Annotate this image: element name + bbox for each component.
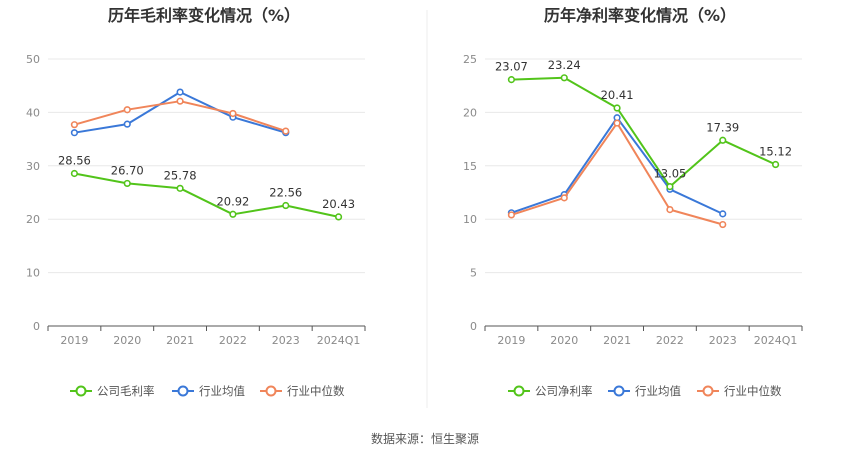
- data-label: 20.41: [601, 88, 634, 102]
- company-point: [719, 136, 727, 144]
- legend-label: 行业中位数: [287, 384, 345, 398]
- legend-label: 公司毛利率: [97, 384, 155, 398]
- x-tick-label: 2019: [60, 334, 88, 347]
- industry-median-point: [229, 109, 237, 118]
- y-tick-label: 10: [463, 213, 477, 226]
- industry-average-point: [123, 120, 131, 128]
- y-tick-label: 10: [26, 267, 40, 280]
- industry-median-point: [666, 205, 674, 214]
- company-point: [123, 179, 131, 188]
- chart-title: 历年毛利率变化情况（%）: [108, 6, 300, 25]
- legend-label: 行业中位数: [724, 384, 782, 398]
- company-point: [613, 104, 621, 112]
- industry-median-point: [560, 194, 568, 202]
- data-label: 25.78: [164, 168, 197, 182]
- company-point: [507, 76, 516, 84]
- legend-marker-icon: [613, 385, 625, 397]
- x-tick-label: 2021: [603, 334, 631, 347]
- x-tick-label: 2022: [219, 334, 247, 347]
- industry-average-legend: 行业均值: [172, 384, 245, 398]
- company-point: [70, 169, 79, 178]
- company-series-line: [511, 76, 777, 188]
- industry-median-point: [176, 97, 184, 105]
- industry-average-point: [70, 129, 79, 137]
- company-legend: 公司毛利率: [70, 384, 155, 398]
- net-margin-chart: 历年净利率变化情况（%） 0 5 10 15 20 25 2019 2020 2021 2022 20…: [463, 6, 803, 398]
- data-label: 26.70: [111, 163, 144, 177]
- company-point: [334, 213, 343, 221]
- chart-title: 历年净利率变化情况（%）: [544, 6, 736, 25]
- x-tick-label: 2019: [497, 334, 525, 347]
- industry-median-point: [123, 106, 131, 114]
- gross-margin-chart: 历年毛利率变化情况（%） 0 10 20 30 40 50 2019 2020 2021 2022 2…: [26, 6, 366, 398]
- legend-marker-icon: [513, 385, 525, 397]
- industry-median-point: [719, 220, 727, 229]
- company-legend: 公司净利率: [508, 384, 593, 398]
- y-tick-label: 5: [470, 267, 477, 280]
- industry-average-point: [719, 210, 727, 218]
- industry-median-legend: 行业中位数: [697, 384, 782, 398]
- data-label: 15.12: [759, 145, 792, 159]
- y-tick-label: 20: [463, 106, 477, 119]
- industry-median-point: [282, 127, 290, 135]
- x-tick-label: 2020: [113, 334, 141, 347]
- company-point: [771, 160, 780, 169]
- y-tick-label: 15: [463, 160, 477, 173]
- y-tick-label: 0: [33, 320, 40, 333]
- data-label: 17.39: [706, 120, 739, 134]
- x-tick-label: 2022: [656, 334, 684, 347]
- legend-marker-icon: [702, 385, 714, 397]
- data-label: 23.07: [495, 60, 528, 74]
- legend-label: 行业均值: [635, 384, 681, 398]
- y-tick-label: 20: [26, 213, 40, 226]
- company-point: [560, 74, 568, 82]
- y-tick-label: 25: [463, 53, 477, 66]
- y-tick-label: 0: [470, 320, 477, 333]
- industry-average-legend: 行业均值: [608, 384, 681, 398]
- data-label: 28.56: [58, 153, 91, 167]
- data-label: 20.92: [216, 194, 249, 208]
- legend-label: 公司净利率: [535, 384, 593, 398]
- company-series-line: [74, 172, 339, 218]
- x-tick-label: 2024Q1: [754, 334, 798, 347]
- legend-label: 行业均值: [199, 384, 245, 398]
- company-point: [282, 201, 290, 210]
- y-tick-label: 30: [26, 160, 40, 173]
- data-label: 23.24: [548, 58, 581, 72]
- legend-marker-icon: [177, 385, 189, 397]
- company-point: [176, 184, 184, 192]
- y-tick-label: 50: [26, 53, 40, 66]
- y-tick-label: 40: [26, 106, 40, 119]
- data-label: 13.05: [653, 167, 686, 181]
- industry-average-point: [176, 88, 184, 96]
- industry-median-point: [70, 121, 79, 129]
- legend-marker-icon: [75, 385, 87, 397]
- legend-marker-icon: [265, 385, 277, 397]
- company-point: [229, 210, 237, 218]
- x-tick-label: 2023: [709, 334, 737, 347]
- industry-median-legend: 行业中位数: [260, 384, 345, 398]
- x-tick-label: 2021: [166, 334, 194, 347]
- data-label: 20.43: [322, 197, 355, 211]
- x-tick-label: 2020: [550, 334, 578, 347]
- x-tick-label: 2024Q1: [317, 334, 361, 347]
- x-tick-label: 2023: [272, 334, 300, 347]
- company-point: [666, 183, 674, 191]
- industry-median-series-line: [511, 122, 724, 226]
- industry-median-point: [507, 211, 516, 219]
- data-source-note: 数据来源：恒生聚源: [371, 431, 479, 446]
- data-label: 22.56: [269, 186, 302, 200]
- industry-median-point: [613, 119, 621, 127]
